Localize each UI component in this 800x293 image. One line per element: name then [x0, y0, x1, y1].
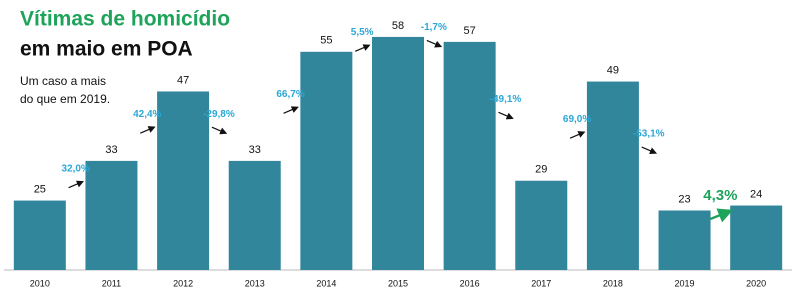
x-tick-label: 2020 [746, 278, 766, 288]
value-label: 55 [320, 35, 332, 47]
change-arrow [140, 126, 156, 134]
change-label: 4,3% [703, 187, 737, 204]
change-arrow [211, 126, 228, 135]
bar [228, 160, 281, 270]
x-tick-label: 2011 [102, 278, 121, 288]
annotation: Um caso a mais [20, 74, 106, 88]
x-tick-label: 2016 [460, 278, 480, 288]
change-label: -49,1% [490, 94, 522, 105]
change-arrow [498, 111, 514, 120]
bar [300, 51, 353, 271]
value-label: 25 [34, 183, 46, 195]
value-label: 33 [105, 144, 117, 156]
x-tick-label: 2018 [603, 278, 623, 288]
annotation: do que em 2019. [20, 92, 110, 106]
change-label: -29,8% [203, 109, 235, 120]
value-label: 47 [177, 74, 189, 86]
value-label: 29 [535, 164, 547, 176]
x-tick-label: 2010 [30, 278, 50, 288]
change-label: -53,1% [633, 129, 665, 140]
x-tick-label: 2015 [388, 278, 408, 288]
value-label: 33 [249, 144, 261, 156]
chart-subtitle: em maio em POA [20, 38, 193, 61]
change-arrow [426, 39, 443, 48]
value-label: 57 [464, 25, 476, 37]
change-arrow [569, 131, 586, 139]
chart-title: Vítimas de homicídio [20, 8, 230, 31]
bar [586, 81, 639, 270]
change-label: -1,7% [421, 22, 447, 33]
x-tick-label: 2012 [173, 278, 193, 288]
x-tick-label: 2017 [531, 278, 551, 288]
bar [730, 205, 783, 270]
change-arrow [68, 180, 84, 189]
value-label: 58 [392, 20, 404, 32]
change-label: 69,0% [563, 114, 591, 125]
change-arrow [709, 208, 734, 223]
change-arrow [283, 106, 299, 114]
bar [85, 160, 138, 270]
bar [443, 41, 496, 271]
bar [658, 210, 711, 270]
change-label: 66,7% [276, 89, 304, 100]
bar [515, 180, 568, 270]
value-label: 23 [678, 193, 690, 205]
change-arrow [354, 44, 371, 52]
change-arrow [641, 146, 658, 155]
value-label: 24 [750, 188, 762, 200]
change-label: 32,0% [61, 163, 89, 174]
change-label: 42,4% [133, 109, 161, 120]
x-tick-label: 2019 [675, 278, 695, 288]
bar [157, 91, 210, 270]
x-tick-label: 2013 [245, 278, 265, 288]
bar [13, 200, 66, 270]
change-label: 5,5% [351, 27, 374, 38]
bar [372, 36, 424, 270]
x-tick-label: 2014 [316, 278, 336, 288]
value-label: 49 [607, 64, 619, 76]
